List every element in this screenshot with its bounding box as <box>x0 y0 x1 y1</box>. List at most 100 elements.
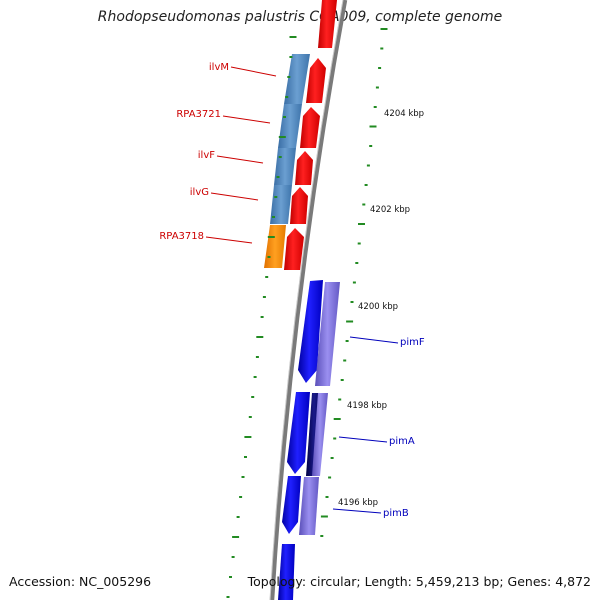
gene-label-leader <box>216 155 264 164</box>
scale-tick <box>340 379 344 381</box>
scale-tick <box>283 116 286 118</box>
scale-tick <box>278 156 282 158</box>
reverse-cds-arrow[interactable] <box>282 476 301 534</box>
tick-marks-right <box>320 28 388 537</box>
scale-tick <box>239 496 243 498</box>
scale-tick <box>345 340 349 342</box>
genome-backbone <box>269 0 348 600</box>
gene-label-ilvg[interactable]: ilvG <box>190 187 209 198</box>
scale-tick <box>267 256 271 258</box>
scale-tick <box>274 196 278 198</box>
scale-tick <box>229 576 232 578</box>
scale-tick <box>251 396 255 398</box>
scale-tick <box>255 356 259 358</box>
scale-tick <box>241 476 245 478</box>
scale-tick <box>265 276 269 278</box>
forward-cds-arrow[interactable] <box>306 58 326 103</box>
scale-tick <box>260 316 264 318</box>
forward-cds-arrow[interactable] <box>318 0 337 48</box>
forward-cds-arrow[interactable] <box>295 151 313 185</box>
gene-feature-block[interactable] <box>315 282 340 386</box>
reverse-cds-arrow[interactable] <box>287 392 310 474</box>
scale-tick <box>366 164 370 167</box>
scale-tick <box>333 437 337 440</box>
scale-tick <box>373 106 377 108</box>
gene-feature-block[interactable] <box>278 104 302 148</box>
scale-tick <box>232 536 240 538</box>
gene-label-pimf[interactable]: pimF <box>400 337 425 348</box>
scale-tick <box>289 56 293 58</box>
forward-cds-arrow[interactable] <box>290 187 308 224</box>
gene-label-ilvf[interactable]: ilvF <box>198 150 215 161</box>
reverse-cds-arrow[interactable] <box>298 280 323 383</box>
scale-tick <box>355 262 359 264</box>
scale-tick <box>325 496 329 498</box>
scale-tick <box>380 47 384 50</box>
scale-tick <box>350 301 354 303</box>
scale-tick <box>231 556 235 558</box>
genome-summary: Topology: circular; Length: 5,459,213 bp… <box>247 574 591 589</box>
scale-tick <box>358 223 365 225</box>
gene-feature-block[interactable] <box>299 477 319 535</box>
scale-tick <box>262 296 266 298</box>
scale-tick <box>253 376 257 378</box>
tick-label: 4202 kbp <box>370 205 410 215</box>
scale-tick <box>346 320 354 323</box>
scale-tick <box>244 456 247 458</box>
scale-tick <box>236 516 240 518</box>
scale-tick <box>378 67 382 69</box>
map-title: Rhodopseudomonas palustris CGA009, compl… <box>97 9 503 25</box>
gene-feature-block[interactable] <box>270 185 292 224</box>
gene-label-leader <box>230 66 277 77</box>
scale-tick <box>364 184 368 186</box>
scale-tick <box>285 96 289 98</box>
gene-label-leader <box>349 336 399 344</box>
gene-label-pimb[interactable]: pimB <box>383 508 409 519</box>
scale-tick <box>248 416 252 418</box>
forward-cds-arrow[interactable] <box>300 107 320 148</box>
scale-tick <box>278 136 286 138</box>
scale-tick <box>338 398 342 401</box>
scale-tick <box>375 86 379 89</box>
gene-feature-block[interactable] <box>312 393 328 476</box>
forward-cds-arrow[interactable] <box>284 228 304 270</box>
gene-feature-block[interactable] <box>264 225 286 268</box>
scale-tick <box>287 76 291 78</box>
gene-label-pima[interactable]: pimA <box>389 436 415 447</box>
scale-tick <box>369 125 377 128</box>
scale-tick <box>267 236 275 238</box>
tick-label: 4204 kbp <box>384 109 424 119</box>
gene-label-leader <box>332 508 382 514</box>
scale-tick <box>226 596 230 598</box>
gene-label-leader <box>205 236 253 244</box>
gene-feature-block[interactable] <box>274 148 296 185</box>
scale-tick <box>333 418 341 420</box>
gene-label-leader <box>222 115 271 124</box>
scale-tick <box>244 436 252 438</box>
scale-tick <box>357 242 361 245</box>
scale-tick <box>320 515 328 518</box>
scale-tick <box>369 145 373 147</box>
scale-tick <box>352 281 356 284</box>
accession-info: Accession: NC_005296 <box>9 574 152 589</box>
scale-tick <box>320 535 324 537</box>
scale-tick <box>272 216 275 218</box>
tick-label: 4196 kbp <box>338 498 378 508</box>
gene-label-rpa3721[interactable]: RPA3721 <box>176 109 221 120</box>
gene-feature-block[interactable] <box>284 54 310 104</box>
scale-tick <box>256 336 264 338</box>
gene-label-ilvm[interactable]: ilvM <box>209 62 229 73</box>
genome-backbone-highlight <box>269 0 344 600</box>
scale-tick <box>289 36 297 38</box>
gene-label-leader <box>210 192 259 201</box>
scale-tick <box>343 359 347 362</box>
reverse-cds-arrow[interactable] <box>278 544 295 600</box>
tick-marks-left <box>226 36 297 598</box>
scale-tick <box>380 28 388 30</box>
tick-label: 4200 kbp <box>358 302 398 312</box>
tick-label: 4198 kbp <box>347 401 387 411</box>
gene-label-rpa3718[interactable]: RPA3718 <box>159 231 204 242</box>
scale-tick <box>330 457 334 459</box>
scale-tick <box>362 203 366 206</box>
